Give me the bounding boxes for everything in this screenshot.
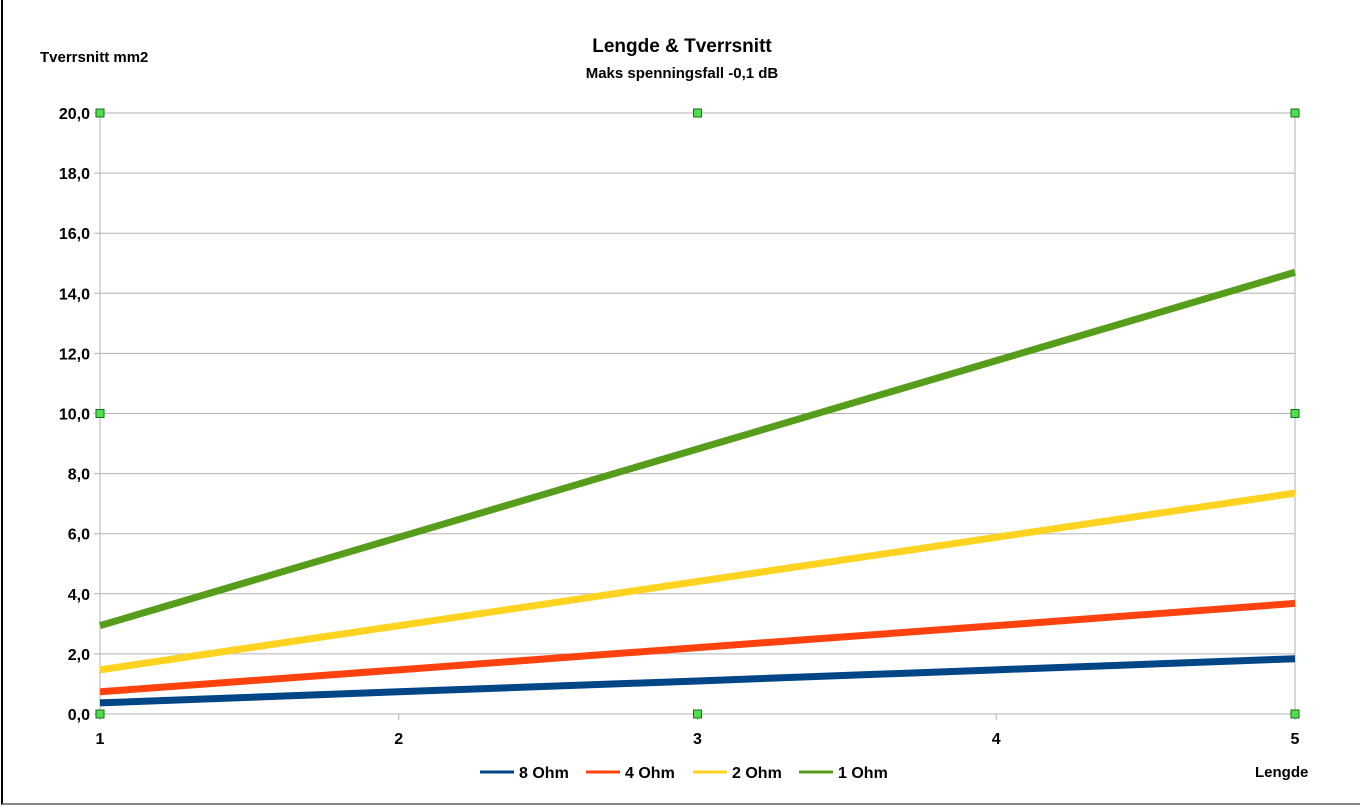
selection-handle (95, 108, 105, 118)
y-tick-label: 20,0 (59, 106, 90, 123)
series-line-4-ohm (99, 599, 1296, 696)
x-tick-label: 1 (96, 731, 105, 748)
series-line-8-ohm (99, 655, 1296, 707)
y-axis-label: Tverrsnitt mm2 (40, 49, 148, 66)
chart-title: Lengde & Tverrsnitt (592, 36, 772, 57)
legend-label: 2 Ohm (732, 765, 782, 782)
y-tick-label: 12,0 (59, 346, 90, 363)
chart-subtitle: Maks spenningsfall -0,1 dB (586, 65, 779, 82)
selection-handle (95, 709, 105, 719)
selection-handle (1290, 409, 1300, 418)
y-tick-label: 4,0 (68, 587, 90, 604)
selection-handle (1290, 709, 1300, 719)
legend-label: 1 Ohm (838, 765, 888, 782)
y-tick-label: 18,0 (59, 166, 90, 183)
y-tick-label: 16,0 (59, 226, 90, 243)
x-tick-label: 4 (992, 731, 1001, 748)
selection-handle (1290, 108, 1300, 118)
y-tick-label: 8,0 (68, 467, 90, 484)
x-tick-label: 2 (394, 731, 403, 748)
series-line-1-ohm (99, 268, 1296, 630)
legend-label: 8 Ohm (519, 765, 569, 782)
selection-handle (693, 709, 702, 719)
x-axis-label: Lengde (1255, 764, 1308, 781)
series-line-2-ohm (99, 489, 1296, 674)
selection-handle (95, 409, 105, 418)
y-tick-label: 6,0 (68, 527, 90, 544)
selection-handle (693, 108, 702, 118)
x-tick-label: 5 (1291, 731, 1300, 748)
x-tick-label: 3 (693, 731, 702, 748)
y-tick-label: 10,0 (59, 407, 90, 424)
legend-label: 4 Ohm (625, 765, 675, 782)
y-tick-label: 0,0 (68, 707, 90, 724)
y-tick-label: 2,0 (68, 647, 90, 664)
y-tick-label: 14,0 (59, 286, 90, 303)
